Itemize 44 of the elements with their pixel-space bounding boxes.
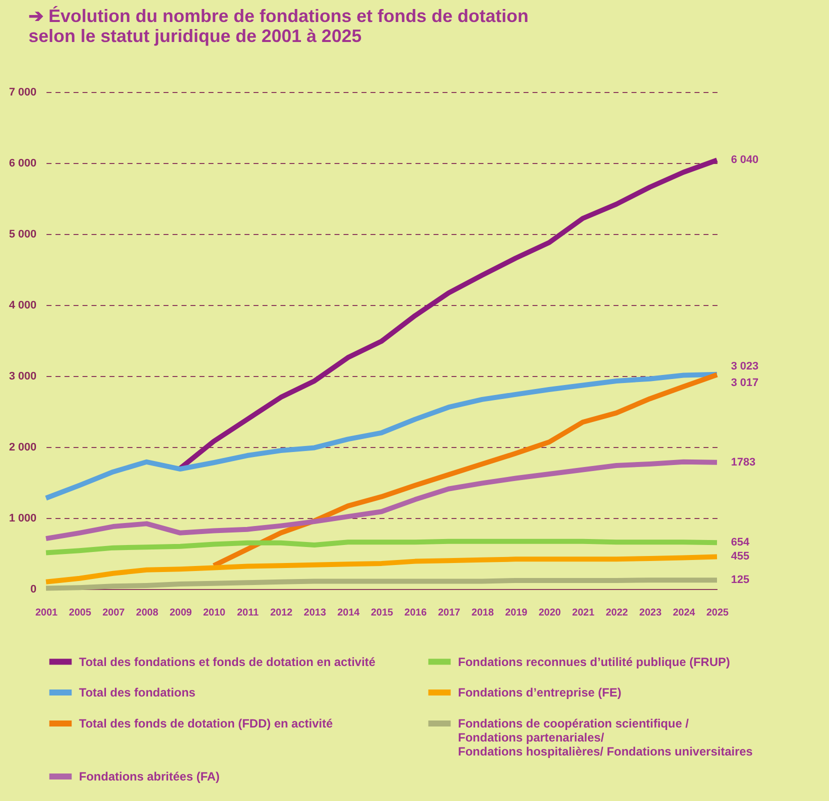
legend-label: Fondations d’entreprise (FE) bbox=[458, 686, 622, 700]
x-tick-label: 2025 bbox=[706, 608, 730, 618]
x-tick-label: 2007 bbox=[102, 608, 126, 618]
legend-label: Fondations abritées (FA) bbox=[79, 770, 220, 784]
x-tick-label: 2019 bbox=[505, 608, 528, 618]
annotation: 125 bbox=[731, 574, 750, 586]
annotation: 3 023 bbox=[731, 360, 759, 372]
legend-label: Fondations reconnues d’utilité publique (FRUP) bbox=[458, 654, 730, 669]
y-tick-label: 2 000 bbox=[8, 442, 36, 454]
x-tick-label: 2014 bbox=[337, 608, 360, 618]
x-tick-label: 2021 bbox=[572, 608, 595, 618]
x-tick-label: 2016 bbox=[404, 608, 428, 618]
x-tick-label: 2013 bbox=[304, 608, 326, 618]
y-tick-label: 6 000 bbox=[8, 158, 36, 170]
legend-label: Total des fondations bbox=[79, 686, 196, 700]
x-tick-label: 2015 bbox=[370, 608, 394, 618]
annotation: 654 bbox=[731, 536, 750, 549]
legend-label: Total des fonds de dotation (FDD) en activité bbox=[79, 716, 334, 730]
x-tick-label: 2008 bbox=[136, 608, 159, 618]
y-tick-label: 1 000 bbox=[8, 512, 36, 524]
y-tick-label: 0 bbox=[30, 584, 36, 596]
x-tick-label: 2010 bbox=[203, 608, 226, 618]
y-tick-label: 5 000 bbox=[8, 228, 36, 240]
x-tick-label: 2012 bbox=[270, 608, 293, 618]
x-tick-label: 2024 bbox=[672, 608, 696, 618]
annotation: 3 017 bbox=[731, 376, 759, 389]
x-tick-label: 2011 bbox=[236, 608, 260, 618]
y-tick-label: 3 000 bbox=[8, 370, 36, 382]
legend-label: Fondations de coopération scientifique / Fondations partenariales/ Fondations hospitalières/ Fondations universitaires bbox=[458, 716, 754, 758]
annotation: 455 bbox=[731, 550, 750, 563]
x-tick-label: 2017 bbox=[438, 608, 461, 618]
y-tick-label: 7 000 bbox=[8, 86, 36, 98]
x-tick-label: 2005 bbox=[68, 608, 92, 618]
x-tick-label: 2020 bbox=[538, 608, 562, 618]
x-tick-label: 2001 bbox=[35, 608, 58, 618]
y-tick-label: 4 000 bbox=[8, 300, 36, 312]
x-tick-label: 2022 bbox=[606, 608, 628, 618]
chart-title: ➔ Évolution du nombre de fondations et fonds de dotation selon le statut juridique de 2001 à 2025 bbox=[28, 6, 528, 46]
x-tick-label: 2023 bbox=[639, 608, 662, 618]
legend-label: Total des fondations et fonds de dotation en activité bbox=[79, 654, 376, 669]
annotation: 6 040 bbox=[731, 154, 759, 166]
annotation: 1783 bbox=[731, 456, 756, 468]
x-tick-label: 2009 bbox=[170, 608, 192, 618]
x-tick-label: 2018 bbox=[472, 608, 494, 618]
